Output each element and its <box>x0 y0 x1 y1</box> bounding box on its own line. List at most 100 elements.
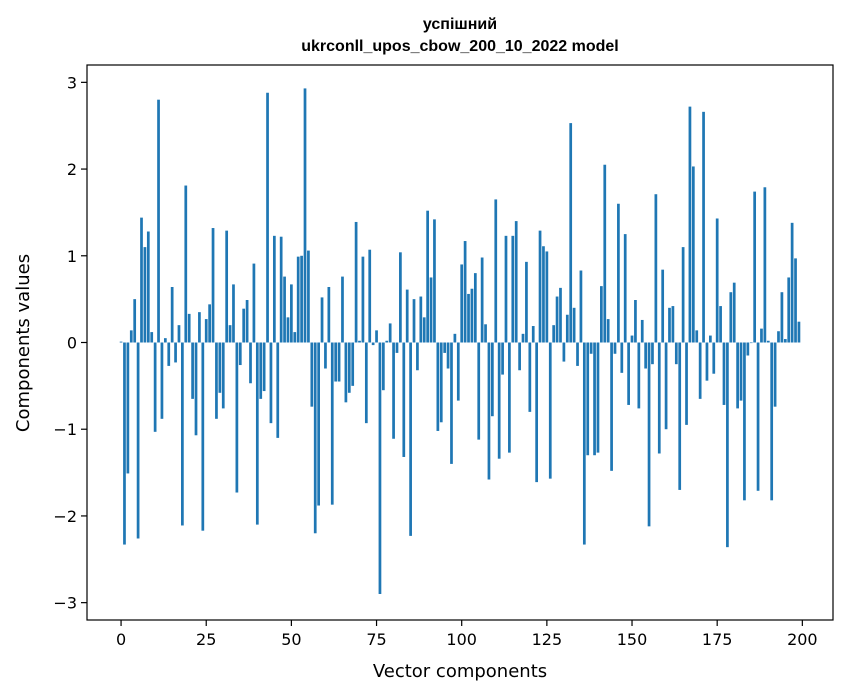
bar <box>130 330 133 342</box>
bar <box>542 246 545 342</box>
bar <box>270 343 273 424</box>
bar <box>695 330 698 342</box>
x-tick-label: 175 <box>702 630 733 649</box>
bar <box>447 343 450 369</box>
bar <box>706 343 709 381</box>
bar <box>760 329 763 343</box>
x-tick-label: 200 <box>787 630 818 649</box>
bar <box>607 319 610 342</box>
bar <box>389 323 392 342</box>
bar <box>382 343 385 391</box>
bar <box>409 343 412 536</box>
bar <box>491 343 494 417</box>
bar <box>178 325 181 342</box>
x-axis-ticks: 0 25 50 75 100 125 150 175 200 <box>116 620 818 649</box>
bar <box>120 342 123 343</box>
bar <box>167 343 170 366</box>
bar <box>590 343 593 354</box>
bar <box>263 343 266 392</box>
y-tick-label: 2 <box>67 160 77 179</box>
bar <box>198 312 201 342</box>
bar <box>733 283 736 343</box>
bar <box>627 343 630 405</box>
bar <box>743 343 746 501</box>
bar <box>685 343 688 425</box>
bar <box>624 234 627 342</box>
bar <box>392 343 395 439</box>
bar <box>767 341 770 343</box>
bar <box>637 343 640 409</box>
bar <box>723 343 726 405</box>
bar <box>239 343 242 366</box>
bar <box>566 315 569 343</box>
bar <box>430 277 433 342</box>
bar <box>253 264 256 343</box>
bar <box>641 320 644 343</box>
bar <box>494 199 497 342</box>
bar <box>610 343 613 471</box>
bar <box>563 343 566 362</box>
bar <box>307 251 310 343</box>
bar <box>236 343 239 493</box>
bar <box>246 300 249 342</box>
bar <box>757 343 760 491</box>
bar <box>351 343 354 386</box>
bar <box>586 343 589 456</box>
bar <box>450 343 453 464</box>
bar <box>794 258 797 342</box>
bar <box>297 257 300 343</box>
chart-subtitle: ukrconll_upos_cbow_200_10_2022 model <box>301 38 618 55</box>
bar <box>477 343 480 440</box>
bar <box>127 343 130 474</box>
bar <box>195 343 198 436</box>
bar <box>655 194 658 342</box>
bar <box>249 343 252 384</box>
bar <box>798 322 801 343</box>
bar <box>280 237 283 343</box>
bar <box>287 317 290 342</box>
bar <box>719 306 722 342</box>
bar <box>501 343 504 375</box>
bar <box>188 314 191 343</box>
bar <box>368 250 371 343</box>
bar <box>256 343 259 525</box>
bar <box>157 100 160 343</box>
bar <box>777 331 780 342</box>
bar <box>443 343 446 353</box>
bar <box>164 338 167 342</box>
bar <box>208 304 211 342</box>
bar <box>225 231 228 343</box>
bar <box>525 262 528 343</box>
bar <box>334 343 337 382</box>
bar <box>699 343 702 399</box>
y-axis-label: Components values <box>13 254 34 432</box>
bar <box>505 236 508 343</box>
bar <box>161 343 164 419</box>
bars-group <box>120 88 801 594</box>
bar <box>406 290 409 343</box>
bar <box>140 218 143 343</box>
x-tick-label: 75 <box>366 630 386 649</box>
bar <box>726 343 729 548</box>
bar <box>593 343 596 456</box>
bar <box>399 252 402 342</box>
bar <box>426 211 429 343</box>
bar <box>396 343 399 353</box>
bar <box>423 317 426 342</box>
bar <box>678 343 681 490</box>
bar <box>518 343 521 371</box>
bar <box>464 241 467 342</box>
bar <box>229 325 232 342</box>
bar <box>181 343 184 526</box>
bar <box>327 287 330 343</box>
bar <box>355 222 358 343</box>
bar <box>702 112 705 343</box>
bar <box>631 336 634 343</box>
bar <box>144 247 147 342</box>
bar <box>716 218 719 342</box>
bar <box>709 336 712 343</box>
bar <box>740 343 743 401</box>
bar <box>341 277 344 343</box>
x-tick-label: 100 <box>446 630 477 649</box>
bar <box>665 343 668 430</box>
